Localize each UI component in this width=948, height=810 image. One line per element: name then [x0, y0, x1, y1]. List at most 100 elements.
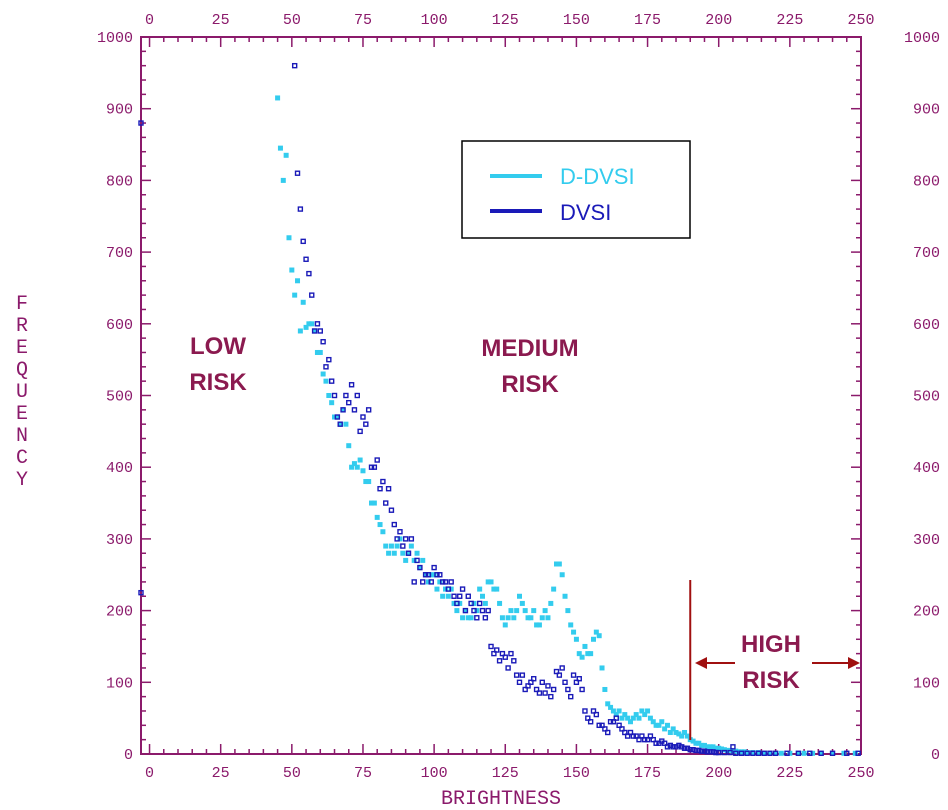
- data-point-d-dvsi: [383, 543, 389, 549]
- data-point-d-dvsi: [354, 464, 360, 470]
- data-point-dvsi: [331, 392, 338, 399]
- data-point-dvsi: [377, 486, 383, 492]
- data-point-dvsi: [465, 593, 471, 599]
- data-point-d-dvsi: [585, 651, 591, 657]
- data-point-d-dvsi: [491, 586, 497, 592]
- data-point-d-dvsi: [300, 299, 306, 305]
- data-point-dvsi: [761, 750, 767, 756]
- data-point-dvsi: [471, 607, 477, 614]
- data-point-d-dvsi: [306, 321, 312, 327]
- data-point-d-dvsi: [599, 665, 605, 671]
- data-point-dvsi: [636, 736, 642, 743]
- data-point-dvsi: [354, 392, 360, 399]
- data-point-d-dvsi: [391, 550, 397, 556]
- region-labels: LOW RISK MEDIUM RISK HIGH RISK: [189, 333, 801, 694]
- x-tick-label-top: 150: [563, 12, 590, 29]
- data-point-dvsi: [334, 414, 341, 420]
- data-point-d-dvsi: [519, 600, 525, 606]
- x-tick-label-top: 225: [776, 12, 803, 29]
- data-point-d-dvsi: [485, 579, 491, 585]
- high-risk-arrow-left-head: [695, 657, 707, 669]
- data-point-dvsi: [391, 521, 397, 528]
- data-point-d-dvsi: [451, 600, 457, 606]
- data-point-dvsi: [297, 206, 304, 212]
- data-point-dvsi: [431, 564, 437, 571]
- data-point-dvsi: [829, 750, 836, 756]
- data-point-dvsi: [360, 414, 366, 420]
- x-tick-label-bottom: 100: [421, 765, 448, 782]
- data-point-d-dvsi: [610, 708, 616, 714]
- data-point-d-dvsi: [420, 557, 426, 563]
- y-axis-title-letter: C: [16, 447, 28, 470]
- data-point-d-dvsi: [795, 750, 801, 756]
- data-point-d-dvsi: [619, 715, 625, 721]
- data-point-dvsi: [323, 364, 329, 370]
- data-point-dvsi: [633, 733, 639, 739]
- data-point-dvsi: [425, 572, 432, 578]
- data-point-dvsi: [508, 650, 514, 657]
- data-point-dvsi: [696, 747, 702, 754]
- x-tick-label-top: 175: [634, 12, 661, 29]
- region-label-low: RISK: [189, 369, 247, 396]
- data-point-d-dvsi: [363, 479, 369, 485]
- data-point-d-dvsi: [719, 746, 725, 752]
- data-point-dvsi: [414, 557, 420, 564]
- data-point-dvsi: [343, 392, 349, 399]
- data-point-dvsi: [744, 750, 750, 756]
- data-point-d-dvsi: [326, 393, 332, 398]
- y-tick-label-left: 900: [106, 102, 133, 119]
- data-point-d-dvsi: [773, 750, 779, 756]
- data-point-dvsi: [670, 744, 676, 750]
- data-point-dvsi: [644, 736, 651, 743]
- data-point-dvsi: [314, 321, 321, 327]
- data-point-dvsi: [394, 536, 400, 542]
- data-point-dvsi: [716, 749, 722, 756]
- y-tick-label-left: 100: [106, 675, 133, 692]
- data-point-d-dvsi: [830, 750, 836, 756]
- data-point-d-dvsi: [380, 529, 386, 535]
- data-point-dvsi: [579, 686, 585, 693]
- data-point-dvsi: [457, 593, 463, 599]
- x-tick-label-bottom: 150: [563, 765, 590, 782]
- data-point-dvsi: [593, 711, 600, 718]
- data-point-dvsi: [346, 399, 352, 406]
- data-point-d-dvsi: [602, 686, 608, 692]
- data-point-d-dvsi: [289, 267, 295, 273]
- x-tick-label-top: 100: [421, 12, 448, 29]
- data-point-dvsi: [439, 579, 446, 585]
- data-point-dvsi: [337, 421, 343, 427]
- data-point-d-dvsi: [528, 615, 534, 621]
- data-point-d-dvsi: [647, 715, 653, 721]
- data-point-d-dvsi: [516, 593, 522, 599]
- data-point-d-dvsi: [320, 371, 326, 377]
- data-point-dvsi: [605, 729, 611, 736]
- data-point-d-dvsi: [818, 750, 824, 756]
- y-tick-label-left: 1000: [97, 30, 133, 47]
- data-point-d-dvsi: [329, 400, 335, 406]
- data-point-d-dvsi: [334, 414, 340, 420]
- data-point-d-dvsi: [556, 561, 562, 567]
- data-point-d-dvsi: [778, 750, 784, 756]
- data-point-d-dvsi: [502, 622, 508, 628]
- data-point-d-dvsi: [312, 328, 318, 334]
- y-tick-label-left: 200: [106, 604, 133, 621]
- data-point-dvsi: [639, 733, 645, 739]
- data-point-dvsi: [522, 686, 528, 693]
- data-point-dvsi: [417, 564, 423, 571]
- data-point-d-dvsi: [693, 740, 699, 746]
- data-point-d-dvsi: [565, 608, 571, 614]
- data-point-d-dvsi: [514, 608, 520, 614]
- data-point-d-dvsi: [303, 324, 309, 330]
- data-point-d-dvsi: [474, 608, 480, 614]
- data-point-d-dvsi: [716, 745, 722, 751]
- data-point-dvsi: [562, 679, 568, 685]
- data-point-d-dvsi: [852, 750, 858, 756]
- x-tick-label-bottom: 75: [354, 765, 372, 782]
- data-point-dvsi: [698, 748, 705, 754]
- data-point-dvsi: [818, 750, 824, 756]
- data-point-d-dvsi: [736, 749, 742, 755]
- data-point-dvsi: [784, 750, 790, 756]
- data-point-d-dvsi: [437, 579, 443, 585]
- data-point-d-dvsi: [499, 615, 505, 621]
